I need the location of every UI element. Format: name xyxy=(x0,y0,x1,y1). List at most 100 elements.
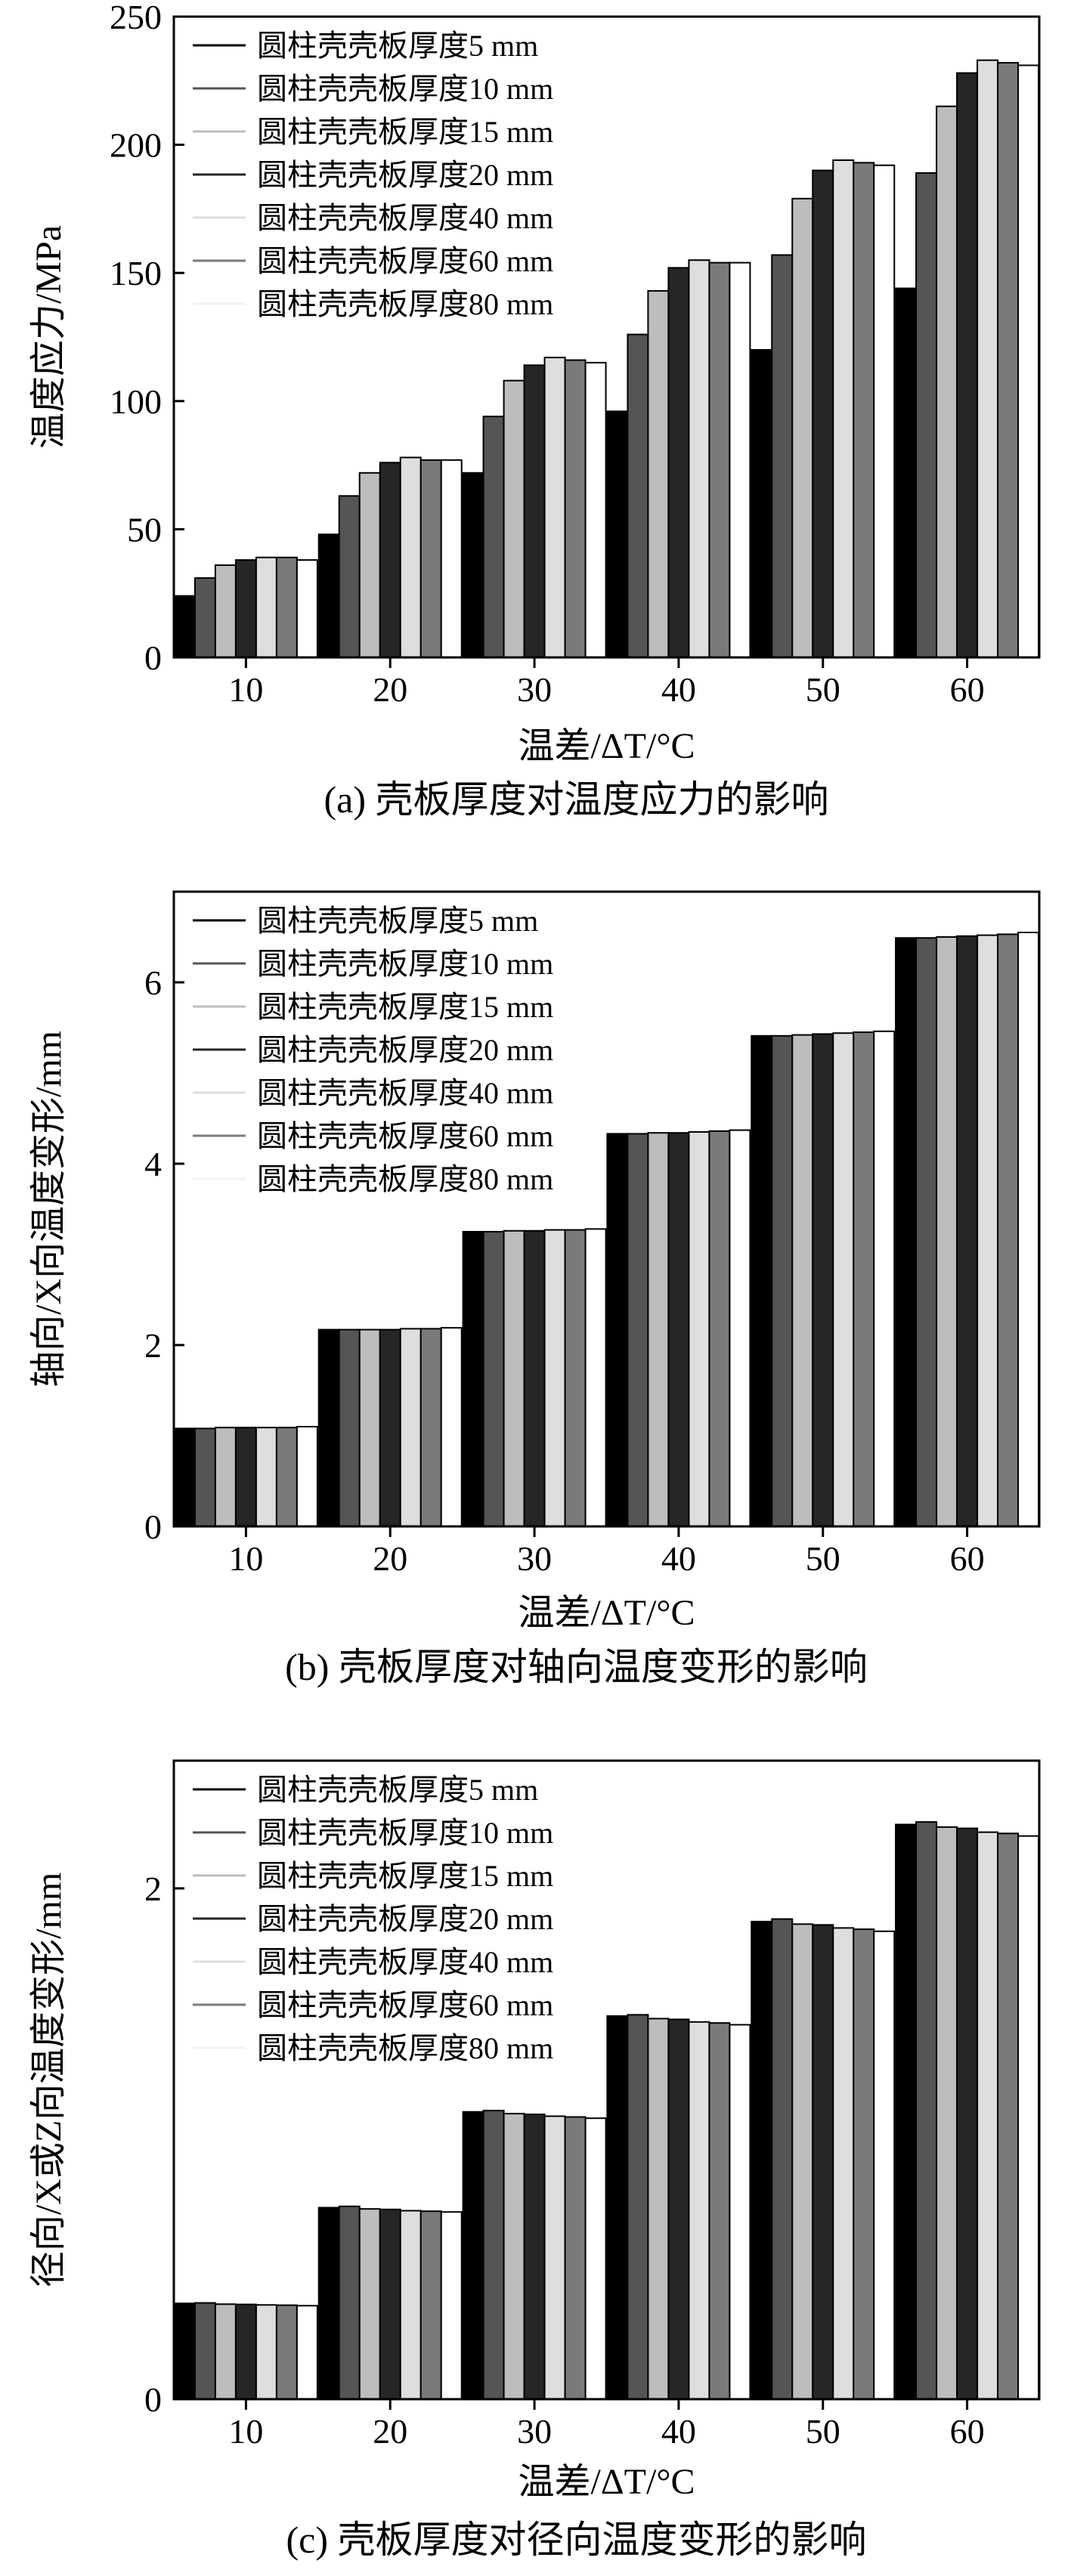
bar-1-50 xyxy=(751,348,773,658)
bar-2-10 xyxy=(193,577,216,659)
bar-2-60 xyxy=(915,937,938,1527)
bar-7-60 xyxy=(1017,932,1040,1527)
bar-7-20 xyxy=(440,459,463,658)
legend-entry-6: 圆柱壳壳板厚度60 mm xyxy=(257,1119,553,1153)
legend-entry-2: 圆柱壳壳板厚度10 mm xyxy=(257,72,553,106)
figure-caption: (b) 壳板厚度对轴向温度变形的影响 xyxy=(285,1646,868,1688)
bar-2-20 xyxy=(338,1328,361,1527)
legend: 圆柱壳壳板厚度5 mm 圆柱壳壳板厚度10 mm 圆柱壳壳板厚度15 mm 圆柱壳壳板… xyxy=(193,29,553,321)
bar-4-10 xyxy=(234,2303,257,2401)
bar-5-20 xyxy=(399,2210,422,2400)
bar-3-40 xyxy=(647,289,670,658)
legend-entry-1: 圆柱壳壳板厚度5 mm xyxy=(257,29,538,63)
bar-3-20 xyxy=(358,472,381,658)
legend-entry-1: 圆柱壳壳板厚度5 mm xyxy=(257,904,538,938)
chart-panel-b: 0 2 4 6 10 20 30 40 50 60 温差/ΔT/°C 轴向/X向温度变形/mm 圆柱壳壳… xyxy=(29,890,1041,1688)
bar-2-10 xyxy=(193,2302,216,2400)
legend-entry-7: 圆柱壳壳板厚度80 mm xyxy=(257,1162,553,1196)
bar-6-20 xyxy=(419,2210,442,2400)
plot-frame xyxy=(172,1759,1041,2401)
legend-entry-3: 圆柱壳壳板厚度15 mm xyxy=(257,990,553,1024)
bar-5-20 xyxy=(399,456,422,658)
bar-1-20 xyxy=(317,2206,340,2400)
x-axis-label: 温差/ΔT/°C xyxy=(518,2462,695,2502)
bar-4-50 xyxy=(812,1033,834,1527)
bar-3-60 xyxy=(936,936,958,1527)
bar-1-30 xyxy=(462,2111,484,2400)
bar-5-10 xyxy=(255,2304,277,2401)
y-tick-label: 2 xyxy=(144,1326,162,1365)
bar-7-10 xyxy=(296,2305,318,2400)
bar-4-40 xyxy=(667,267,690,658)
bar-2-40 xyxy=(627,1133,649,1527)
bar-3-50 xyxy=(791,1923,814,2401)
y-axis-label: 轴向/X向温度变形/mm xyxy=(29,1031,69,1387)
bar-1-20 xyxy=(317,1328,340,1527)
x-tick-label: 10 xyxy=(228,670,263,709)
legend: 圆柱壳壳板厚度5 mm 圆柱壳壳板厚度10 mm 圆柱壳壳板厚度15 mm 圆柱壳壳板… xyxy=(193,1773,553,2065)
bar-2-30 xyxy=(482,416,505,658)
y-tick-label: 50 xyxy=(127,510,162,549)
y-tick-label: 200 xyxy=(110,126,162,165)
legend-entry-3: 圆柱壳壳板厚度15 mm xyxy=(257,115,553,149)
bar-2-30 xyxy=(482,2110,505,2401)
bar-4-50 xyxy=(812,169,834,658)
figure-caption: (c) 壳板厚度对径向温度变形的影响 xyxy=(286,2519,867,2561)
legend-entry-6: 圆柱壳壳板厚度60 mm xyxy=(257,244,553,278)
bar-6-40 xyxy=(708,2022,731,2400)
bar-6-30 xyxy=(564,359,587,658)
bar-4-30 xyxy=(523,2114,546,2400)
x-tick-label: 20 xyxy=(373,670,407,709)
bar-1-10 xyxy=(173,595,196,658)
bar-5-10 xyxy=(255,556,277,658)
legend-entry-2: 圆柱壳壳板厚度10 mm xyxy=(257,1816,553,1850)
x-tick-label: 50 xyxy=(806,1539,840,1578)
bar-4-40 xyxy=(667,1132,690,1527)
bar-4-10 xyxy=(234,559,257,658)
bar-3-10 xyxy=(214,1427,237,1527)
bar-2-60 xyxy=(915,172,938,659)
bar-5-30 xyxy=(543,2115,566,2401)
legend-entry-1: 圆柱壳壳板厚度5 mm xyxy=(257,1773,538,1807)
y-tick-label: 0 xyxy=(144,639,162,677)
plot-frame xyxy=(172,890,1041,1528)
bar-7-50 xyxy=(873,1030,896,1528)
y-tick-label: 0 xyxy=(144,1508,162,1546)
bar-2-40 xyxy=(627,2014,649,2401)
x-axis-label: 温差/ΔT/°C xyxy=(518,1593,695,1633)
x-tick-label: 30 xyxy=(517,1539,552,1578)
bar-5-50 xyxy=(832,1032,855,1527)
bar-6-60 xyxy=(997,933,1020,1527)
bar-6-50 xyxy=(853,1928,875,2401)
bar-7-50 xyxy=(873,164,896,658)
bar-1-20 xyxy=(317,533,340,659)
bar-6-30 xyxy=(564,2116,587,2400)
bar-5-40 xyxy=(688,1131,710,1527)
bar-5-50 xyxy=(832,1927,855,2400)
bar-5-30 xyxy=(543,357,566,658)
y-tick-label: 2 xyxy=(144,1869,162,1908)
bar-4-30 xyxy=(523,364,546,658)
legend-entry-5: 圆柱壳壳板厚度40 mm xyxy=(257,201,553,235)
bar-1-40 xyxy=(606,2015,629,2400)
bar-7-10 xyxy=(296,559,318,658)
bar-1-40 xyxy=(606,410,629,658)
bar-4-60 xyxy=(956,1827,979,2401)
x-tick-label: 10 xyxy=(228,1539,263,1578)
bar-6-20 xyxy=(419,1328,442,1528)
bar-2-40 xyxy=(627,333,649,658)
legend: 圆柱壳壳板厚度5 mm 圆柱壳壳板厚度10 mm 圆柱壳壳板厚度15 mm 圆柱壳壳板… xyxy=(193,904,553,1196)
bar-6-10 xyxy=(275,2304,298,2400)
legend-entry-5: 圆柱壳壳板厚度40 mm xyxy=(257,1945,553,1979)
x-tick-label: 10 xyxy=(228,2412,263,2451)
bar-5-60 xyxy=(977,1831,999,2400)
bar-6-40 xyxy=(708,1130,731,1528)
bar-4-50 xyxy=(812,1924,834,2400)
bar-6-60 xyxy=(997,1832,1020,2401)
legend-entry-4: 圆柱壳壳板厚度20 mm xyxy=(257,158,553,192)
bar-1-50 xyxy=(751,1920,773,2400)
y-tick-label: 4 xyxy=(144,1145,162,1183)
bar-7-40 xyxy=(729,1129,751,1527)
chart-panel-c: 0 2 10 20 30 40 50 60 温差/ΔT/°C 径向/X或Z向温度变形/mm 圆柱壳壳… xyxy=(29,1759,1041,2561)
bar-5-60 xyxy=(977,934,999,1527)
